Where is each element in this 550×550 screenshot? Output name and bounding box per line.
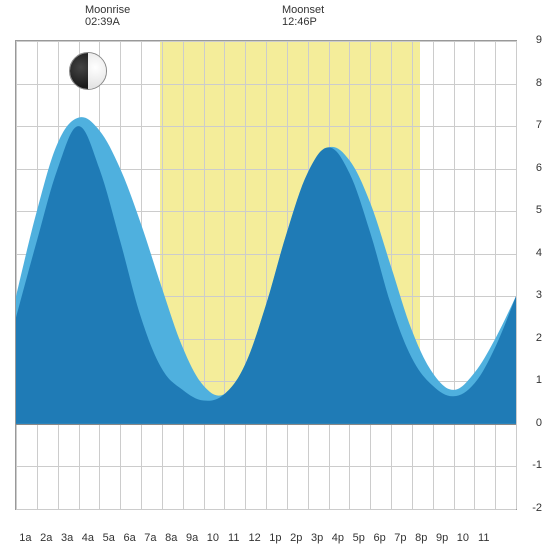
x-tick-label: 4p (332, 532, 344, 544)
x-tick-label: 7p (394, 532, 406, 544)
moonrise-time: 02:39A (85, 16, 130, 28)
x-tick-label: 1a (19, 532, 31, 544)
y-tick-label: 1 (536, 374, 542, 386)
tide-area-tide_dark (16, 126, 516, 424)
y-tick-label: 7 (536, 119, 542, 131)
x-tick-label: 12 (248, 532, 260, 544)
y-tick-label: 8 (536, 77, 542, 89)
y-tick-label: 6 (536, 162, 542, 174)
y-tick-label: -1 (532, 459, 542, 471)
x-tick-label: 3p (311, 532, 323, 544)
moonrise-title: Moonrise (85, 4, 130, 16)
tide-chart-container: Moonrise 02:39A Moonset 12:46P -2-101234… (0, 0, 550, 550)
x-tick-label: 10 (457, 532, 469, 544)
moonset-time: 12:46P (282, 16, 324, 28)
y-tick-label: 9 (536, 34, 542, 46)
x-tick-label: 11 (478, 532, 489, 544)
x-tick-label: 5a (103, 532, 115, 544)
moonset-label: Moonset 12:46P (282, 4, 324, 28)
x-tick-label: 9a (186, 532, 198, 544)
y-tick-label: 3 (536, 289, 542, 301)
x-tick-label: 1p (269, 532, 281, 544)
x-tick-label: 6a (123, 532, 135, 544)
x-tick-label: 8p (415, 532, 427, 544)
x-tick-label: 2p (290, 532, 302, 544)
x-tick-label: 2a (40, 532, 52, 544)
x-tick-label: 8a (165, 532, 177, 544)
x-tick-label: 11 (228, 532, 239, 544)
x-tick-label: 5p (353, 532, 365, 544)
moonrise-label: Moonrise 02:39A (85, 4, 130, 28)
tide-series (16, 41, 516, 509)
x-tick-label: 6p (373, 532, 385, 544)
x-tick-label: 7a (144, 532, 156, 544)
y-tick-label: 2 (536, 332, 542, 344)
moonset-title: Moonset (282, 4, 324, 16)
x-tick-label: 3a (61, 532, 73, 544)
chart-plot-area (15, 40, 517, 510)
y-tick-label: 5 (536, 204, 542, 216)
y-tick-label: -2 (532, 502, 542, 514)
x-tick-label: 10 (207, 532, 219, 544)
y-tick-label: 4 (536, 247, 542, 259)
x-tick-label: 4a (82, 532, 94, 544)
x-tick-label: 9p (436, 532, 448, 544)
moon-phase-icon (69, 52, 107, 90)
y-tick-label: 0 (536, 417, 542, 429)
